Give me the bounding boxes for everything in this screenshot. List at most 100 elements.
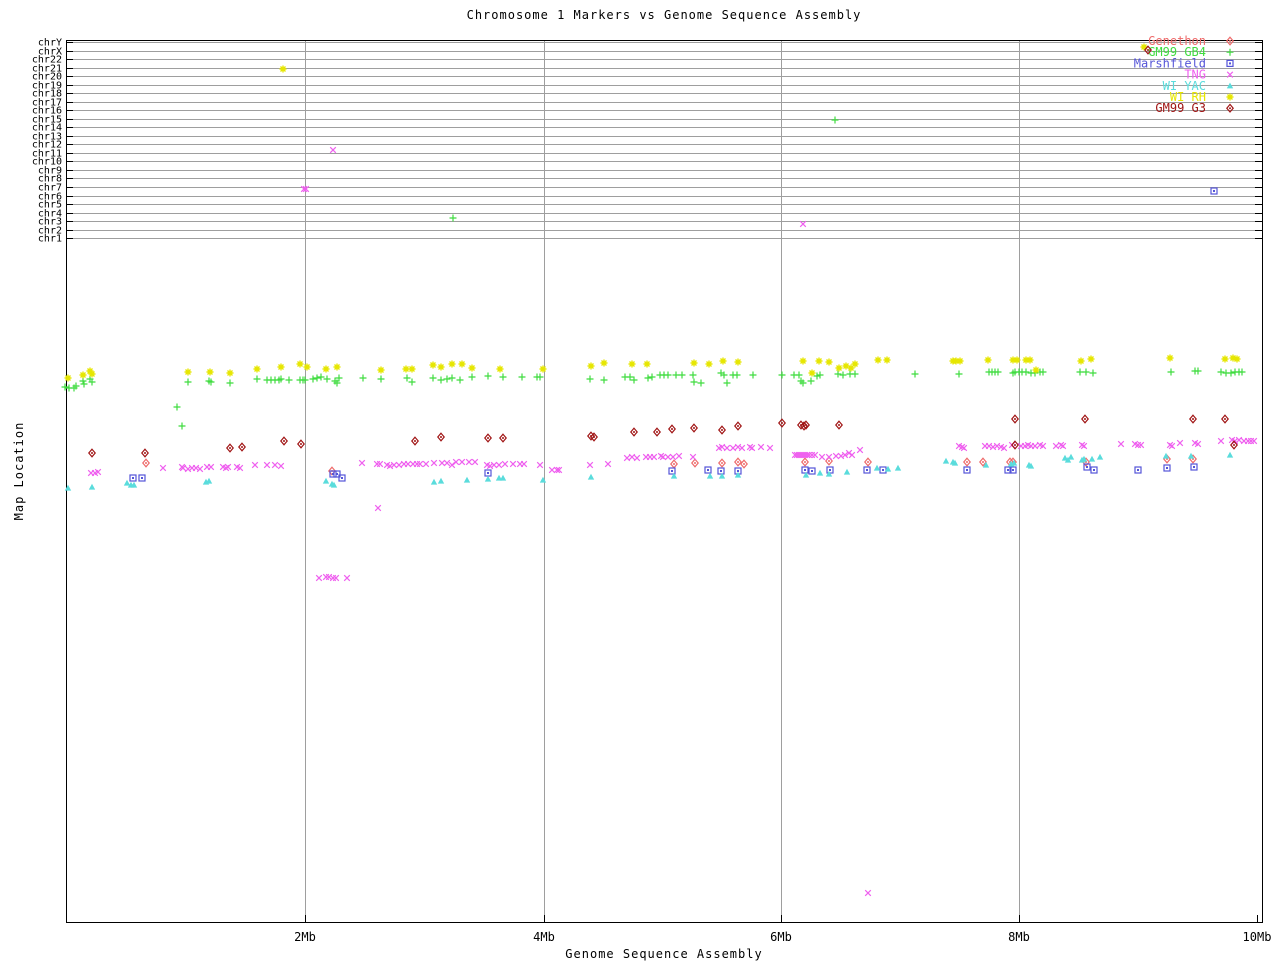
marker xyxy=(277,462,285,470)
marker xyxy=(429,374,437,382)
marker xyxy=(438,459,446,467)
chromosome-label: chr12 xyxy=(32,140,62,151)
marker xyxy=(847,364,855,372)
marker xyxy=(630,376,638,384)
marker xyxy=(586,461,594,469)
marker-dot xyxy=(656,431,658,433)
marker xyxy=(643,360,651,368)
marker-dot xyxy=(804,469,806,471)
marker xyxy=(499,433,507,443)
chromosome-label: chr2 xyxy=(38,226,62,237)
marker xyxy=(443,459,451,467)
marker-dot xyxy=(866,469,868,471)
marker xyxy=(842,362,850,370)
marker-dot xyxy=(982,461,984,463)
marker xyxy=(1226,59,1234,68)
marker xyxy=(86,367,94,375)
marker-dot xyxy=(1193,466,1195,468)
marker xyxy=(690,378,698,386)
marker xyxy=(1061,454,1069,461)
marker xyxy=(1210,187,1218,195)
marker xyxy=(130,481,138,488)
marker xyxy=(669,453,677,461)
marker xyxy=(64,374,72,382)
legend-label: TNG xyxy=(1184,68,1206,82)
legend-entry: TNG xyxy=(1184,68,1234,82)
marker xyxy=(329,146,337,154)
marker xyxy=(322,573,330,581)
marker xyxy=(843,468,851,475)
marker xyxy=(1226,103,1234,113)
legend-entry: WI YAC xyxy=(1163,79,1234,93)
marker xyxy=(689,453,697,461)
marker xyxy=(1039,368,1047,376)
marker xyxy=(799,379,807,387)
marker xyxy=(1227,369,1235,377)
marker xyxy=(1162,452,1170,459)
chromosome-label: chrX xyxy=(38,47,62,58)
marker xyxy=(778,418,786,428)
marker xyxy=(520,460,528,468)
marker xyxy=(808,467,816,475)
marker xyxy=(733,371,741,379)
marker xyxy=(1166,441,1174,449)
marker xyxy=(408,365,416,373)
marker xyxy=(894,464,902,471)
marker xyxy=(813,372,821,380)
marker-dot xyxy=(633,431,635,433)
marker xyxy=(778,371,786,379)
marker-dot xyxy=(1233,444,1235,446)
marker xyxy=(463,476,471,483)
marker xyxy=(802,471,810,478)
chromosome-label: chr1 xyxy=(38,234,62,245)
marker xyxy=(1168,442,1176,450)
chromosome-label: chr14 xyxy=(32,123,62,134)
marker-dot xyxy=(502,437,504,439)
marker xyxy=(548,466,556,474)
marker-dot xyxy=(1084,418,1086,420)
marker xyxy=(422,460,430,468)
marker xyxy=(630,427,638,437)
marker xyxy=(80,380,88,388)
marker xyxy=(856,446,864,454)
marker xyxy=(668,424,676,434)
marker xyxy=(1250,437,1258,445)
marker xyxy=(184,465,192,473)
marker xyxy=(518,373,526,381)
marker xyxy=(277,363,285,371)
marker xyxy=(816,371,824,379)
marker-dot xyxy=(721,462,723,464)
marker xyxy=(985,442,993,450)
marker xyxy=(499,373,507,381)
marker-dot xyxy=(811,470,813,472)
marker xyxy=(831,116,839,124)
marker-dot xyxy=(1166,467,1168,469)
marker xyxy=(238,442,246,452)
legend-entry: WI RH xyxy=(1170,90,1234,104)
marker xyxy=(691,458,699,468)
marker-dot xyxy=(721,429,723,431)
marker xyxy=(88,378,96,386)
marker xyxy=(263,461,271,469)
marker xyxy=(1226,71,1234,78)
marker xyxy=(799,357,807,365)
marker-dot xyxy=(966,461,968,463)
marker xyxy=(390,461,398,469)
marker xyxy=(648,373,656,381)
marker-dot xyxy=(1147,49,1149,51)
marker xyxy=(468,364,476,372)
marker xyxy=(1244,437,1252,445)
marker xyxy=(437,376,445,384)
marker-dot xyxy=(743,463,745,465)
marker xyxy=(484,475,492,482)
marker xyxy=(279,65,287,73)
series-gm99-gb4 xyxy=(61,116,1246,430)
marker xyxy=(1082,368,1090,376)
marker xyxy=(835,420,843,430)
marker xyxy=(322,365,330,373)
x-tick-label: 4Mb xyxy=(533,930,555,944)
marker xyxy=(984,356,992,364)
marker xyxy=(718,458,726,468)
marker xyxy=(468,373,476,381)
